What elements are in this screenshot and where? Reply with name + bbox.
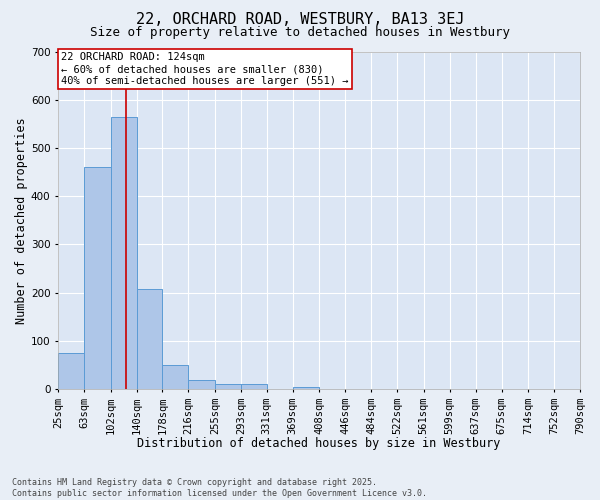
X-axis label: Distribution of detached houses by size in Westbury: Distribution of detached houses by size … (137, 437, 501, 450)
Bar (58, 353, 84, 389)
Bar (163, 365, 188, 389)
Bar (137, 290, 163, 389)
Bar (84, 167, 110, 389)
Bar (188, 380, 215, 389)
Bar (215, 384, 241, 389)
Bar (241, 384, 267, 389)
Bar (110, 116, 137, 389)
Text: 22 ORCHARD ROAD: 124sqm
← 60% of detached houses are smaller (830)
40% of semi-d: 22 ORCHARD ROAD: 124sqm ← 60% of detache… (61, 52, 349, 86)
Text: Size of property relative to detached houses in Westbury: Size of property relative to detached ho… (90, 26, 510, 39)
Text: 22, ORCHARD ROAD, WESTBURY, BA13 3EJ: 22, ORCHARD ROAD, WESTBURY, BA13 3EJ (136, 12, 464, 28)
Text: Contains HM Land Registry data © Crown copyright and database right 2025.
Contai: Contains HM Land Registry data © Crown c… (12, 478, 427, 498)
Y-axis label: Number of detached properties: Number of detached properties (15, 117, 28, 324)
Bar (293, 386, 319, 389)
